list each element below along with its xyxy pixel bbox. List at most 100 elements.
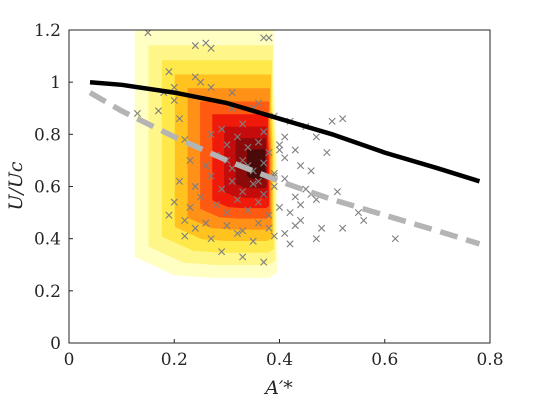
data-point: [165, 68, 173, 76]
data-point: [170, 96, 178, 105]
data-point: [286, 208, 294, 217]
data-point: [275, 146, 284, 154]
data-point: [181, 232, 189, 240]
plot-background: [69, 30, 490, 343]
data-point: [218, 248, 226, 256]
data-point: [286, 240, 294, 248]
scatter-points: [133, 30, 399, 266]
solid-fit-line: [89, 79, 481, 184]
data-point: [207, 83, 215, 91]
data-point: [233, 195, 241, 204]
data-point: [239, 253, 247, 261]
density-contours: [134, 30, 277, 278]
x-tick-label: 0.4: [266, 350, 293, 370]
data-point: [239, 120, 247, 128]
data-point: [318, 224, 326, 232]
data-point: [196, 193, 205, 201]
y-tick-label: 0.4: [34, 230, 61, 250]
data-point: [254, 219, 263, 227]
y-tick-label: 0: [50, 334, 61, 354]
data-point: [233, 229, 241, 238]
data-point: [260, 190, 268, 198]
data-point: [223, 222, 231, 230]
x-axis: 0 0.2 0.4 0.6 0.8: [64, 339, 504, 370]
data-point: [354, 208, 363, 217]
data-point: [170, 83, 178, 91]
data-point: [281, 133, 289, 141]
data-point: [249, 180, 257, 188]
x-tick-label: 0.2: [161, 350, 188, 370]
data-point: [270, 232, 278, 240]
data-point: [239, 188, 247, 196]
data-point: [186, 156, 194, 165]
dashed-fit-line: [88, 90, 481, 247]
x-axis-label: A′*: [263, 377, 293, 399]
x-tick-label: 0.8: [476, 350, 503, 370]
data-point: [296, 162, 305, 170]
data-point: [254, 198, 263, 206]
data-point: [333, 188, 341, 196]
data-point: [228, 164, 236, 172]
y-tick-label: 0.8: [34, 125, 61, 145]
data-point: [339, 115, 347, 123]
data-point: [233, 133, 241, 141]
y-axis: 0 0.2 0.4 0.6 0.8 1 1.2: [34, 21, 73, 354]
data-point: [323, 149, 331, 157]
data-point: [265, 34, 273, 42]
y-tick-label: 0.2: [34, 282, 61, 302]
data-point: [207, 130, 215, 138]
data-point: [207, 172, 215, 180]
data-point: [218, 125, 226, 133]
data-point: [328, 117, 336, 125]
data-point: [202, 162, 210, 170]
data-point: [275, 203, 284, 211]
data-point: [170, 198, 178, 206]
data-point: [202, 219, 210, 227]
y-tick-label: 1.2: [34, 21, 61, 41]
data-point: [254, 177, 263, 185]
data-point: [191, 224, 199, 232]
data-point: [244, 143, 252, 151]
data-point: [265, 224, 273, 232]
data-point: [154, 107, 163, 115]
data-point: [165, 211, 173, 219]
data-point: [181, 216, 189, 224]
data-point: [212, 201, 220, 209]
data-point: [312, 235, 320, 243]
data-point: [260, 34, 268, 42]
data-point: [307, 167, 315, 175]
data-point: [223, 208, 231, 217]
data-point: [339, 224, 347, 232]
data-point: [291, 193, 299, 201]
data-point: [291, 146, 299, 154]
data-point: [265, 211, 273, 219]
x-tick-label: 0.6: [371, 350, 398, 370]
data-point: [191, 182, 199, 191]
data-point: [281, 154, 289, 162]
data-point: [175, 115, 184, 123]
data-point: [275, 141, 284, 149]
data-point: [228, 177, 236, 185]
data-point: [207, 44, 215, 52]
data-point: [270, 182, 278, 191]
data-point: [360, 216, 368, 224]
data-point: [218, 185, 226, 193]
data-point: [291, 222, 299, 230]
y-tick-label: 1: [50, 73, 61, 93]
data-point: [391, 235, 399, 243]
data-point: [191, 73, 199, 81]
data-point: [281, 175, 289, 183]
data-point: [244, 206, 252, 214]
data-point: [186, 203, 194, 211]
y-tick-label: 0.6: [34, 178, 61, 198]
data-point: [296, 201, 305, 209]
data-point: [281, 229, 289, 238]
data-point: [249, 237, 257, 245]
data-point: [254, 138, 263, 146]
data-point: [260, 159, 268, 167]
data-point: [265, 149, 273, 157]
y-axis-label: U/Uc: [5, 161, 27, 210]
data-point: [260, 258, 268, 266]
data-point: [207, 235, 215, 243]
